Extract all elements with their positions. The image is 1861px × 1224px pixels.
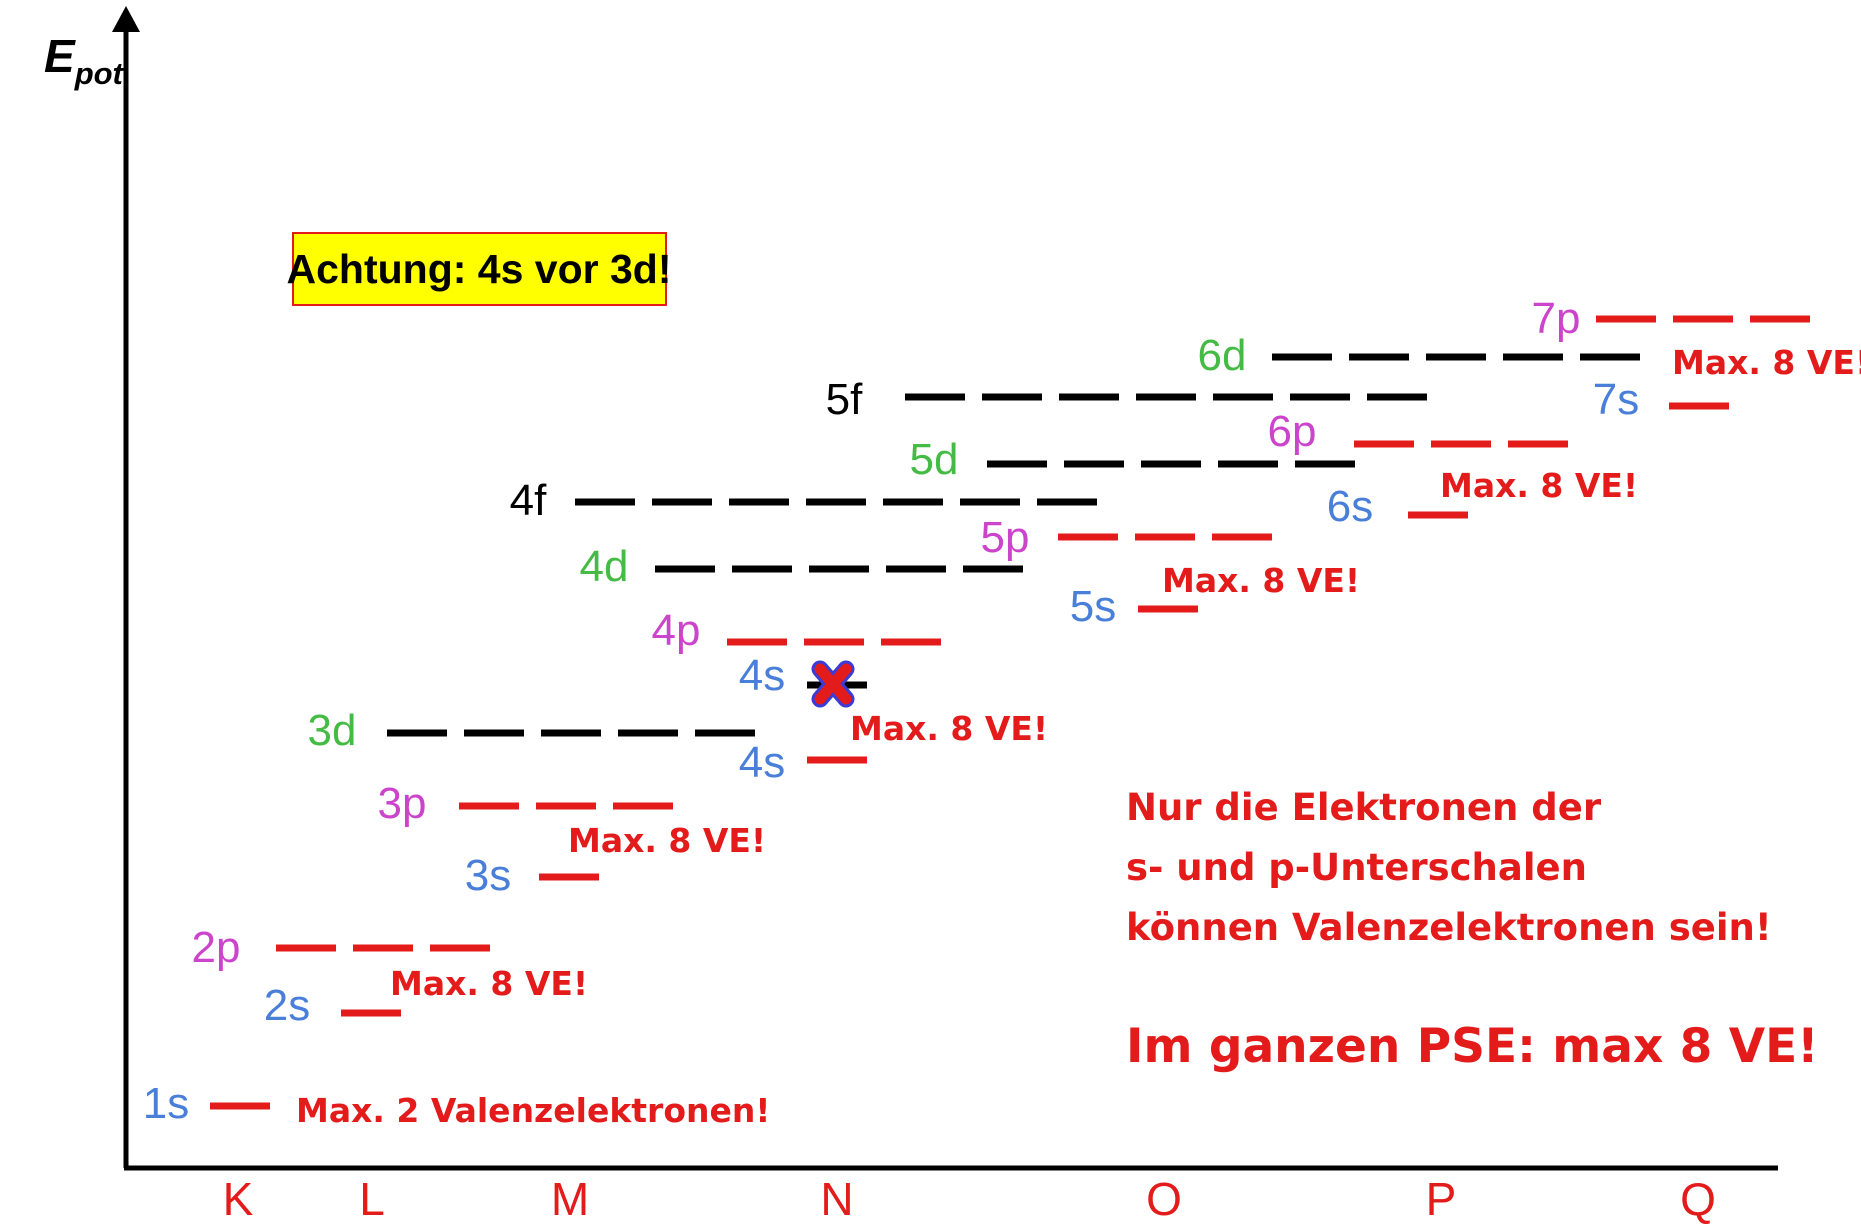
orbital-label-4d: 4d (580, 542, 629, 591)
orbital-label-1s: 1s (143, 1079, 189, 1128)
shell-label-p: P (1426, 1173, 1457, 1224)
shell-label-q: Q (1680, 1173, 1716, 1224)
orbital-label-6p: 6p (1268, 407, 1317, 456)
orbital-label-4s-crossed: 4s (739, 651, 785, 700)
shell-label-l: L (359, 1173, 385, 1224)
max-label-7: Max. 8 VE! (1672, 343, 1861, 382)
max-label-6: Max. 8 VE! (1440, 466, 1638, 505)
note-line-1: Nur die Elektronen der (1126, 786, 1602, 829)
axes: Epot (44, 6, 1778, 1171)
orbital-label-5p: 5p (981, 513, 1030, 562)
shell-label-k: K (223, 1173, 254, 1224)
shell-label-o: O (1146, 1173, 1182, 1224)
orbital-label-3p: 3p (378, 779, 427, 828)
orbital-label-3d: 3d (308, 706, 357, 755)
max-label-2: Max. 8 VE! (390, 964, 588, 1003)
max-label-1: Max. 2 Valenzelektronen! (296, 1091, 770, 1130)
max-labels: Max. 2 Valenzelektronen! Max. 8 VE! Max.… (296, 343, 1861, 1130)
cross-mark-icon (811, 660, 855, 708)
orbital-label-2s: 2s (264, 981, 310, 1030)
orbital-label-3s: 3s (465, 851, 511, 900)
orbital-label-2p: 2p (192, 923, 241, 972)
orbital-lines (210, 315, 1810, 1110)
shell-label-m: M (551, 1173, 589, 1224)
max-label-5: Max. 8 VE! (1162, 561, 1360, 600)
orbital-label-5s: 5s (1070, 582, 1116, 631)
orbital-label-6s: 6s (1327, 482, 1373, 531)
y-axis-arrowhead (112, 6, 140, 32)
orbital-label-7s: 7s (1593, 375, 1639, 424)
orbital-labels: 1s 2s 2p 3s 3p 3d 4s 4s 4p 4d 4f 5s 5p 5… (143, 294, 1639, 1128)
orbital-label-5d: 5d (910, 435, 959, 484)
warning-box-background (292, 232, 667, 306)
warning-box: Achtung: 4s vor 3d! (287, 232, 672, 306)
orbital-label-4p: 4p (652, 606, 701, 655)
orbital-label-7p: 7p (1532, 294, 1581, 343)
shell-labels: K L M N O P Q (223, 1173, 1716, 1224)
warning-text: Achtung: 4s vor 3d! (287, 246, 672, 292)
y-axis-label: Epot (44, 30, 125, 91)
note: Nur die Elektronen der s- und p-Untersch… (1126, 786, 1819, 1074)
max-label-3: Max. 8 VE! (568, 821, 766, 860)
max-label-4: Max. 8 VE! (850, 709, 1048, 748)
shell-label-n: N (820, 1173, 853, 1224)
note-line-3: können Valenzelektronen sein! (1126, 906, 1772, 949)
orbital-label-4f: 4f (510, 476, 547, 525)
note-conclusion: Im ganzen PSE: max 8 VE! (1126, 1019, 1819, 1074)
orbital-label-6d: 6d (1198, 331, 1247, 380)
note-line-2: s- und p-Unterschalen (1126, 846, 1587, 889)
orbital-label-4s: 4s (739, 738, 785, 787)
orbital-label-5f: 5f (826, 375, 863, 424)
